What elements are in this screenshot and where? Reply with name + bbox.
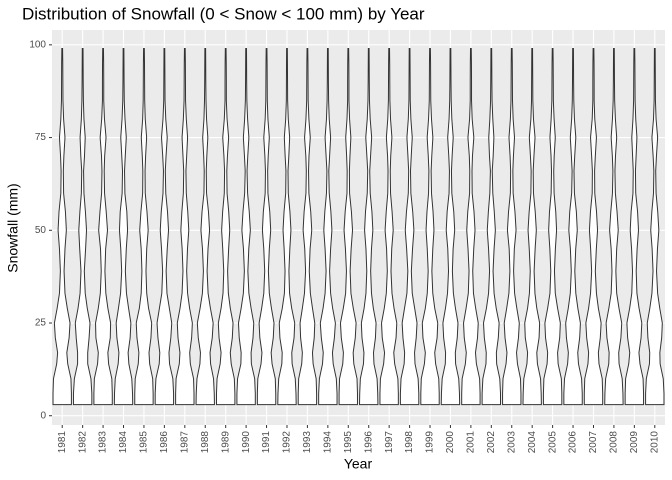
x-tick-label: 1999 bbox=[425, 431, 436, 454]
x-tick-label: 2007 bbox=[588, 431, 599, 454]
violin bbox=[256, 48, 277, 406]
violin bbox=[175, 48, 195, 406]
x-tick-label: 1998 bbox=[404, 431, 415, 454]
violin bbox=[440, 48, 461, 406]
x-tick-label: 1988 bbox=[200, 431, 211, 454]
y-tick-label: 75 bbox=[35, 132, 47, 143]
violin bbox=[563, 48, 583, 406]
x-tick-label: 1985 bbox=[139, 431, 150, 454]
y-tick-label: 0 bbox=[40, 410, 46, 421]
x-tick-label: 1984 bbox=[118, 431, 129, 454]
panel bbox=[52, 30, 665, 425]
y-axis-title: Snowfall (mm) bbox=[5, 183, 21, 272]
violin bbox=[154, 48, 175, 406]
x-tick-label: 1996 bbox=[363, 431, 374, 454]
violin bbox=[195, 48, 215, 406]
x-tick-label: 2008 bbox=[609, 431, 620, 454]
y-tick-label: 100 bbox=[29, 39, 46, 50]
violin bbox=[399, 48, 420, 406]
violin bbox=[236, 48, 256, 406]
x-tick-label: 1986 bbox=[159, 431, 170, 454]
violin bbox=[645, 48, 665, 406]
x-tick-label: 1983 bbox=[98, 431, 109, 454]
y-tick-label: 25 bbox=[35, 318, 47, 329]
x-tick-label: 2000 bbox=[445, 431, 456, 454]
violin bbox=[583, 48, 604, 406]
x-tick-label: 2002 bbox=[486, 431, 497, 454]
x-tick-label: 1997 bbox=[384, 431, 395, 454]
x-tick-label: 2001 bbox=[466, 431, 477, 454]
chart-title: Distribution of Snowfall (0 < Snow < 100… bbox=[22, 4, 425, 23]
violin bbox=[359, 48, 379, 406]
violin bbox=[461, 48, 481, 406]
violin bbox=[93, 48, 113, 406]
x-tick-label: 1991 bbox=[261, 431, 272, 454]
x-tick-label: 1990 bbox=[241, 431, 252, 454]
violin bbox=[481, 48, 502, 406]
x-axis-title: Year bbox=[344, 456, 373, 472]
x-tick-label: 1989 bbox=[220, 431, 231, 454]
x-tick-label: 2004 bbox=[527, 431, 538, 454]
violin bbox=[277, 48, 297, 406]
violin bbox=[502, 48, 522, 406]
x-tick-label: 1981 bbox=[57, 431, 68, 454]
x-tick-label: 2010 bbox=[649, 431, 660, 454]
violin bbox=[522, 48, 542, 406]
x-tick-label: 2006 bbox=[568, 431, 579, 454]
violin bbox=[624, 48, 645, 406]
x-tick-label: 2003 bbox=[506, 431, 517, 454]
x-tick-label: 1993 bbox=[302, 431, 313, 454]
violin bbox=[318, 48, 338, 406]
violin bbox=[113, 48, 134, 406]
x-tick-label: 2009 bbox=[629, 431, 640, 454]
x-tick-label: 1982 bbox=[77, 431, 88, 454]
violin bbox=[420, 48, 440, 406]
violin bbox=[72, 48, 93, 406]
violin bbox=[297, 48, 318, 406]
violin bbox=[338, 48, 358, 406]
y-tick-label: 50 bbox=[35, 225, 47, 236]
violin bbox=[542, 48, 563, 406]
violin bbox=[134, 48, 154, 406]
violin bbox=[379, 48, 399, 406]
violin bbox=[215, 48, 236, 406]
x-tick-label: 1992 bbox=[282, 431, 293, 454]
x-tick-label: 1987 bbox=[179, 431, 190, 454]
x-tick-label: 2005 bbox=[547, 431, 558, 454]
violin bbox=[52, 48, 72, 406]
x-tick-label: 1994 bbox=[322, 431, 333, 454]
violin bbox=[604, 48, 624, 406]
x-tick-label: 1995 bbox=[343, 431, 354, 454]
